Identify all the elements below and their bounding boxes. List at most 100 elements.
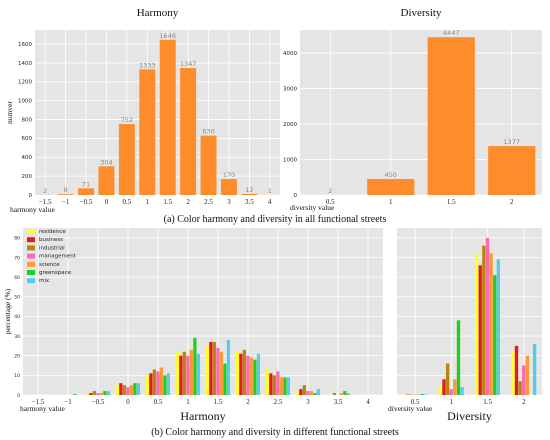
bar-greenspace xyxy=(73,394,77,395)
bar-residence xyxy=(438,385,443,395)
bar-greenspace xyxy=(133,383,137,395)
harmony-all-plot-area xyxy=(35,30,280,195)
bar-greenspace xyxy=(493,275,497,395)
x-tick-label: 2 xyxy=(246,398,250,406)
bar-mix xyxy=(196,353,201,395)
y-tick-label: 40 xyxy=(14,314,20,320)
x-tick-label: −1 xyxy=(62,198,70,206)
x-tick-label: 4 xyxy=(366,398,370,406)
x-tick-label: 1 xyxy=(186,398,190,406)
diversity-functional-xlabel: diversity value xyxy=(388,404,433,413)
bar-residence xyxy=(295,391,299,395)
x-tick-label: 0 xyxy=(105,198,109,206)
bar-greenspace xyxy=(193,338,197,395)
bar-science xyxy=(129,385,133,395)
bar-industrial xyxy=(122,385,126,395)
y-tick-label: 20 xyxy=(14,354,20,360)
bar-mix xyxy=(286,377,291,395)
bar-management xyxy=(306,391,310,395)
bar-management xyxy=(276,371,280,395)
harmony-all-chart: 0 200 400 600 800 1000 1200 1400 1600 −1.5 −1 −0.5 0… xyxy=(5,7,280,214)
bar-management xyxy=(246,355,250,395)
bar-business xyxy=(514,345,519,395)
bar-industrial xyxy=(302,385,306,395)
bar-business xyxy=(442,379,446,395)
legend-swatch-business xyxy=(27,237,35,243)
caption-b: (b) Color harmony and diversity in diffe… xyxy=(151,427,399,438)
y-tick-label: 2000 xyxy=(283,122,297,128)
bar-management xyxy=(216,347,220,395)
bar-residence xyxy=(145,375,149,395)
bar-mix xyxy=(532,343,537,395)
legend-label-industrial: industrial xyxy=(39,245,65,251)
x-tick-label: 3 xyxy=(306,398,310,406)
x-tick-label: 2 xyxy=(510,198,514,206)
legend-swatch-residence xyxy=(27,229,35,234)
bar-science xyxy=(159,367,163,395)
data-label: 1347 xyxy=(180,60,197,68)
diversity-all-chart: 0 1000 2000 3000 4000 0.5 1 1.5 2 2 450 4447 1377 D… xyxy=(283,7,542,212)
y-tick-label: 200 xyxy=(22,174,33,180)
bar-greenspace xyxy=(313,393,317,395)
bar-business xyxy=(269,373,273,395)
bar-residence xyxy=(85,394,89,395)
bar-greenspace xyxy=(223,363,227,395)
bar-industrial xyxy=(518,381,522,395)
bar-science xyxy=(219,351,223,395)
legend-swatch-science xyxy=(27,261,35,267)
bar-residence xyxy=(511,351,515,395)
y-tick-label: 30 xyxy=(14,334,20,340)
x-tick-label: 2 xyxy=(522,398,526,406)
bar-mix xyxy=(226,339,231,395)
bar-residence xyxy=(205,345,209,395)
bar-business xyxy=(179,355,183,395)
y-tick-label: 0 xyxy=(294,193,298,199)
data-label: 170 xyxy=(223,171,235,179)
bar-mix xyxy=(460,387,464,395)
bar xyxy=(367,179,415,195)
y-tick-label: 70 xyxy=(14,255,20,261)
bar-mix xyxy=(106,391,111,395)
data-label: 304 xyxy=(100,158,112,166)
data-label: 8 xyxy=(64,186,68,194)
harmony-all-title: Harmony xyxy=(137,7,179,19)
bar-management xyxy=(485,237,490,395)
bar xyxy=(98,166,115,195)
x-tick-label: −0.5 xyxy=(80,198,93,206)
bar xyxy=(78,188,95,195)
bar-science xyxy=(453,379,457,395)
legend-label-business: business xyxy=(39,237,63,243)
bar-greenspace xyxy=(343,391,347,395)
bar xyxy=(241,193,258,195)
diversity-functional-chart: 0.5 1 1.5 2 Diversity diversity value xyxy=(388,228,542,423)
bar-residence xyxy=(235,351,239,395)
x-tick-label: −1.5 xyxy=(32,398,45,406)
bar xyxy=(220,178,237,195)
bar xyxy=(488,146,536,195)
y-tick-label: 10 xyxy=(14,373,20,379)
x-tick-label: 3 xyxy=(227,198,231,206)
legend-label-management: management xyxy=(39,254,77,260)
data-label: 1 xyxy=(268,187,272,195)
legend-swatch-industrial xyxy=(27,245,35,251)
bar xyxy=(118,124,135,195)
bar-science xyxy=(525,355,530,395)
bar-business xyxy=(209,341,213,395)
y-tick-label: 0 xyxy=(29,193,33,199)
legend-label-greenspace: greenspace xyxy=(39,270,72,276)
data-label: 2 xyxy=(43,187,47,195)
legend: residence business industrial management sci… xyxy=(27,229,77,284)
x-tick-label: 2.5 xyxy=(274,398,283,406)
x-tick-label: 1.5 xyxy=(447,198,456,206)
y-tick-label: 800 xyxy=(22,117,33,123)
data-label: 12 xyxy=(245,186,253,194)
bar-management xyxy=(96,393,100,395)
x-tick-label: 1.5 xyxy=(163,198,172,206)
data-label: 1333 xyxy=(139,61,156,69)
legend-label-science: science xyxy=(39,262,60,268)
y-tick-label: 0 xyxy=(17,393,20,399)
bar-management xyxy=(186,355,190,395)
bar-industrial xyxy=(272,375,276,395)
y-tick-label: 60 xyxy=(14,275,20,281)
